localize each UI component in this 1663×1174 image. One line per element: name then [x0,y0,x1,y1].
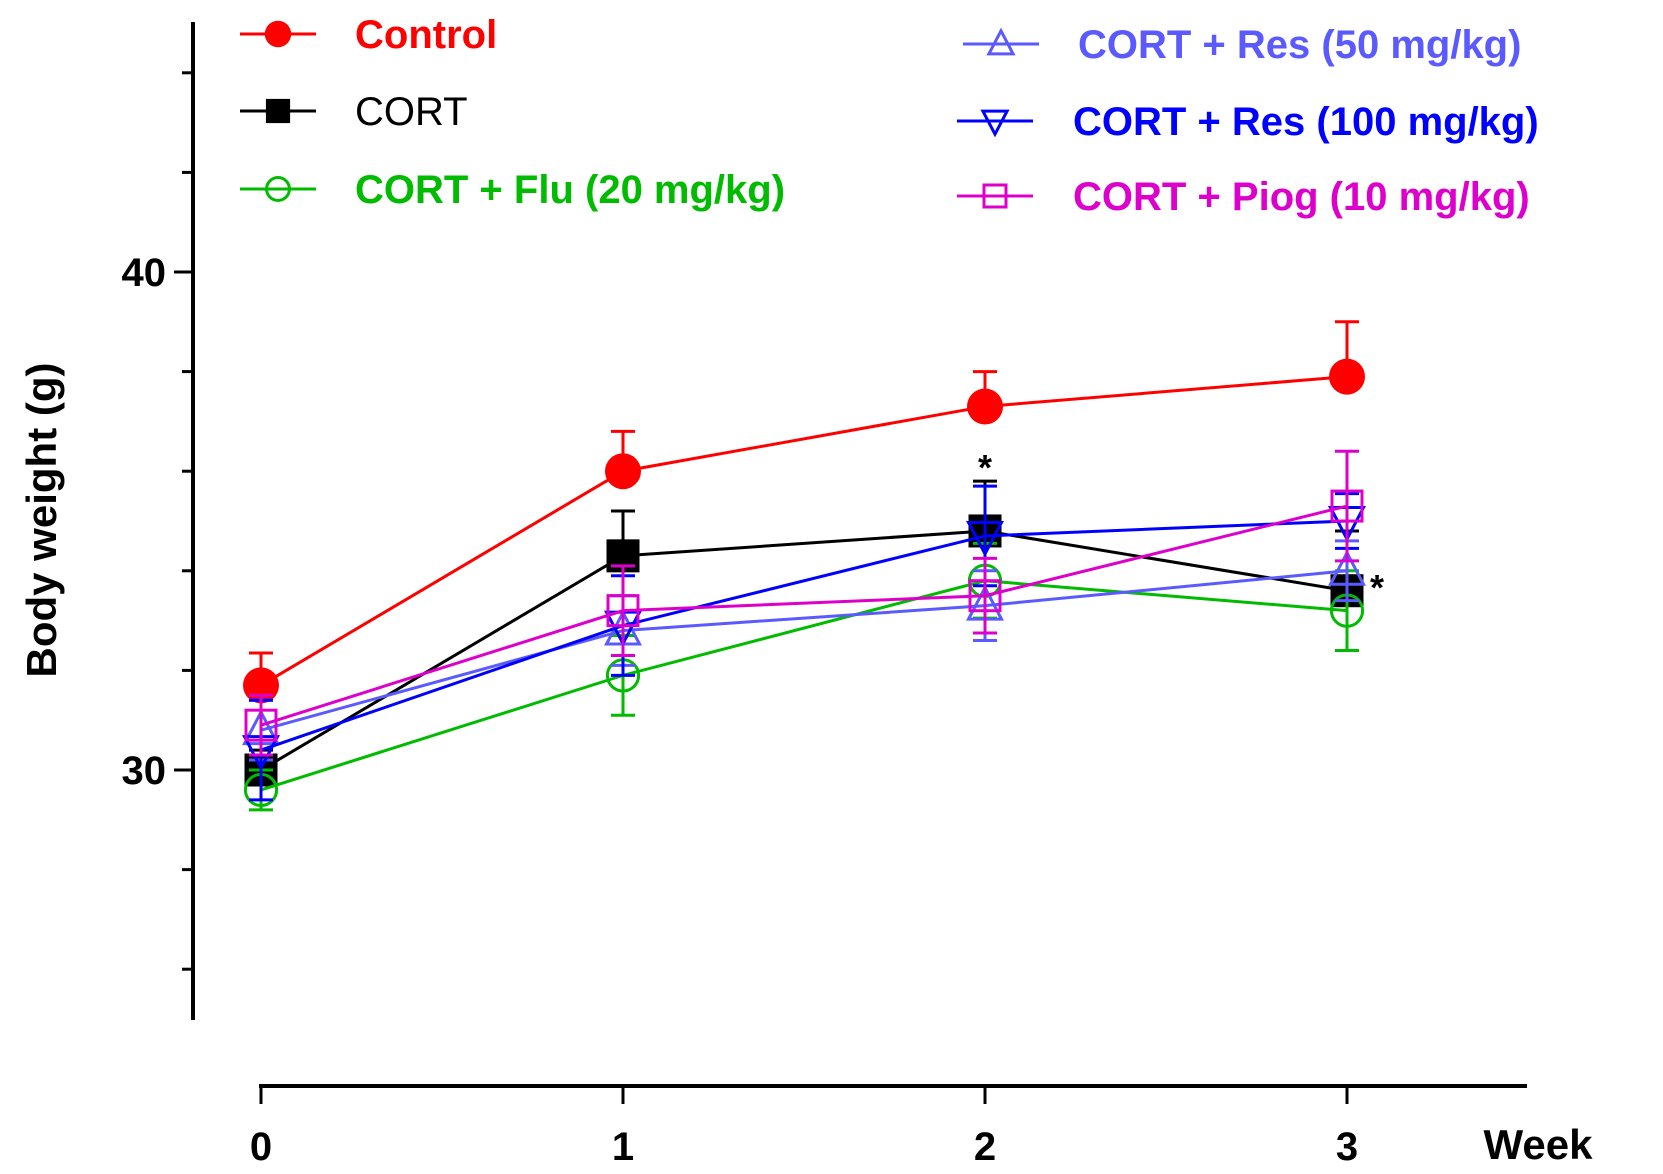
series-line [260,569,1348,732]
data-point [1328,549,1366,586]
y-ticks: 30 40 [122,71,193,971]
series-layer [242,320,1366,812]
x-tick-label: 3 [1336,1125,1358,1169]
data-point [606,594,640,628]
x-ticks: 0 1 2 3 [250,1086,1358,1169]
legend-marker [986,27,1016,56]
legend-item: CORT + Flu (20 mg/kg) [240,168,785,212]
series-line [260,504,1348,727]
data-point [1330,489,1364,523]
axes [191,22,1527,1088]
legend-marker [980,109,1010,138]
legend-item: Control [240,13,497,57]
legend-item: CORT + Res (100 mg/kg) [957,100,1539,144]
legend-label: CORT + Res (100 mg/kg) [1073,100,1539,144]
legend-marker [265,98,291,124]
data-point [966,520,1004,558]
legend-label: CORT [355,90,468,134]
legend-label: CORT + Res (50 mg/kg) [1078,23,1521,67]
data-point [968,579,1002,613]
series-control [243,320,1365,704]
significance-asterisk: * [1370,567,1384,608]
series-line [260,519,1348,752]
legend: Control CORT CORT + Flu (20 mg/kg) CORT + R… [240,13,1539,219]
legend-label: CORT + Flu (20 mg/kg) [355,168,785,212]
legend-marker [265,176,291,202]
x-axis-title: Week [1484,1121,1594,1168]
x-tick-label: 1 [612,1125,634,1169]
data-point [967,388,1003,425]
x-tick-label: 2 [974,1125,996,1169]
series-line [260,579,1348,792]
data-point [605,453,641,490]
y-axis-title: Body weight (g) [18,363,65,678]
legend-item: CORT + Res (50 mg/kg) [963,23,1521,67]
series-cort-res-50-mg-kg [242,539,1366,762]
x-tick-label: 0 [250,1125,272,1169]
legend-marker [264,20,292,48]
series-cort-res-100-mg-kg [242,484,1366,802]
significance-asterisk: * [978,447,992,488]
legend-label: CORT + Piog (10 mg/kg) [1073,175,1530,219]
y-tick-label: 30 [122,749,167,793]
data-point [1329,358,1365,395]
series-cort-piog-10-mg-kg [244,449,1364,757]
data-point [244,708,278,742]
y-tick-label: 40 [122,251,167,295]
legend-marker [982,183,1008,209]
series-line [260,529,1348,772]
annotations: ** [978,447,1384,608]
legend-label: Control [355,13,497,57]
legend-item: CORT [240,90,468,134]
legend-item: CORT + Piog (10 mg/kg) [957,175,1530,219]
series-line [260,375,1348,687]
